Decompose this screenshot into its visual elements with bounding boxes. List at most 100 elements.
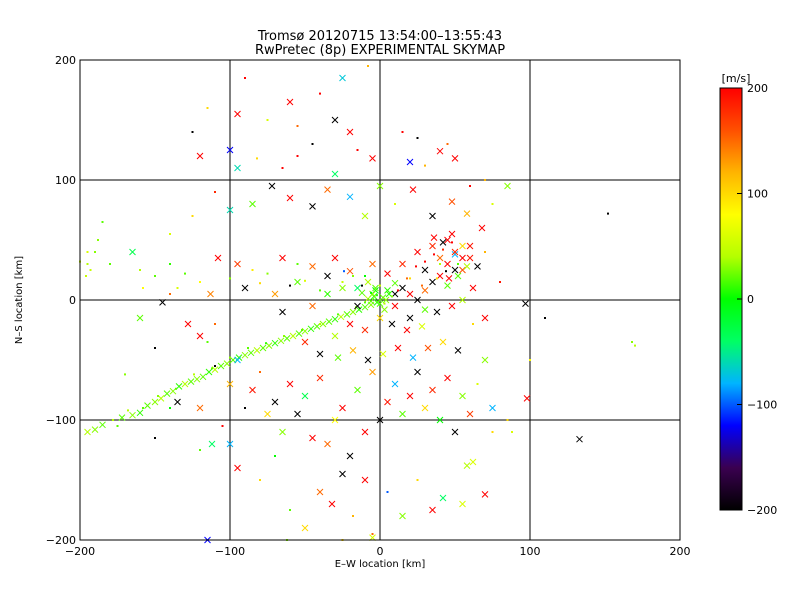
data-point-x [414,368,421,376]
data-point-dot [421,284,423,287]
data-point-dot [191,215,194,217]
data-point-dot [169,233,171,235]
chart-titles: Tromsø 20120715 13:54:00–13:55:43 RwPret… [255,29,505,58]
data-point-dot [101,221,104,223]
data-point-dot [86,251,89,253]
data-point-dot [409,277,411,280]
data-point-dot [367,65,369,67]
data-point-x [421,404,429,412]
data-point-dot [343,270,345,273]
data-point-dot [484,179,486,181]
data-point-x [163,390,171,397]
data-point-dot [436,277,438,280]
data-point-x [381,306,388,313]
data-point-dot [296,263,299,265]
data-point-x [316,374,324,382]
data-point-dot [214,365,216,367]
data-point-dot [94,251,96,253]
data-point-x [391,302,399,310]
data-point-dot [142,287,144,289]
data-point-dot [281,167,284,169]
data-point-dot [289,284,291,287]
data-point-x [118,414,126,421]
data-point-dot [274,455,276,457]
data-point-x [241,284,249,292]
data-point-dot [244,77,246,79]
data-point-x [136,409,144,417]
data-point-x [430,234,438,241]
data-point-x [301,392,309,400]
data-point-x [349,308,357,316]
data-point-x [469,284,477,292]
data-point-x [409,186,417,193]
data-point-x [376,416,384,424]
colorbar-tick-label: 0 [747,293,754,306]
data-point-x [439,494,447,502]
data-point-dot [86,263,89,265]
data-point-x [331,315,339,323]
data-point-x [159,299,166,306]
data-point-x [331,254,339,262]
data-point-x [454,272,462,280]
data-point-dot [259,282,261,285]
x-tick-label: −100 [215,545,245,558]
data-point-x [207,290,214,298]
data-point-x [406,392,414,400]
data-point-x [328,500,336,508]
data-point-dot [376,294,378,297]
data-point-x [247,349,255,357]
data-point-dot [371,533,374,535]
data-point-x [249,386,256,394]
data-point-dot [424,260,426,263]
data-point-x [463,462,471,469]
data-point-x [309,203,316,210]
data-point-x [144,402,151,409]
data-point-dot [265,342,267,345]
data-point-dot [379,284,381,287]
x-axis-ticks: −200 −100 0 100 200 [65,60,691,558]
data-point-x [268,182,276,190]
data-point-x [367,297,375,305]
data-point-x [277,337,285,345]
data-point-x [279,428,286,436]
colorbar: [m/s] 200 100 0 −100 −200 [719,72,777,517]
data-point-dot [394,203,396,205]
data-point-x [196,152,204,160]
data-point-x [414,296,421,304]
data-point-x [429,212,436,220]
data-point-x [459,266,466,274]
data-point-x [459,392,466,400]
data-point-dot [259,479,261,481]
data-point-x [399,284,406,292]
data-point-dot [244,407,246,409]
data-point-dot [386,491,389,493]
y-tick-label: 200 [55,54,76,67]
data-point-dot [139,269,141,271]
data-point-x [324,186,331,193]
data-point-dot [352,275,354,277]
data-point-x [489,404,496,412]
data-point-dot [383,302,386,305]
data-point-x [196,332,204,340]
data-point-x [354,302,361,310]
data-point-x [384,398,391,406]
data-point-x [309,434,316,442]
data-point-dot [424,164,426,167]
data-point-dot [416,137,419,139]
data-point-x [316,488,324,496]
data-point-dot [266,272,269,275]
data-point-x [406,158,414,166]
data-point-dot [544,317,546,319]
data-point-x [334,354,342,361]
data-point-x [301,524,309,532]
data-point-x [451,428,459,436]
data-point-x [199,373,207,381]
data-point-x [436,416,444,424]
data-point-x [358,289,366,297]
data-point-x [466,254,474,262]
data-point-x [223,360,231,367]
data-point-x [249,200,256,208]
data-point-x [294,410,301,418]
data-point-x [399,512,406,520]
data-point-dot [283,335,285,337]
